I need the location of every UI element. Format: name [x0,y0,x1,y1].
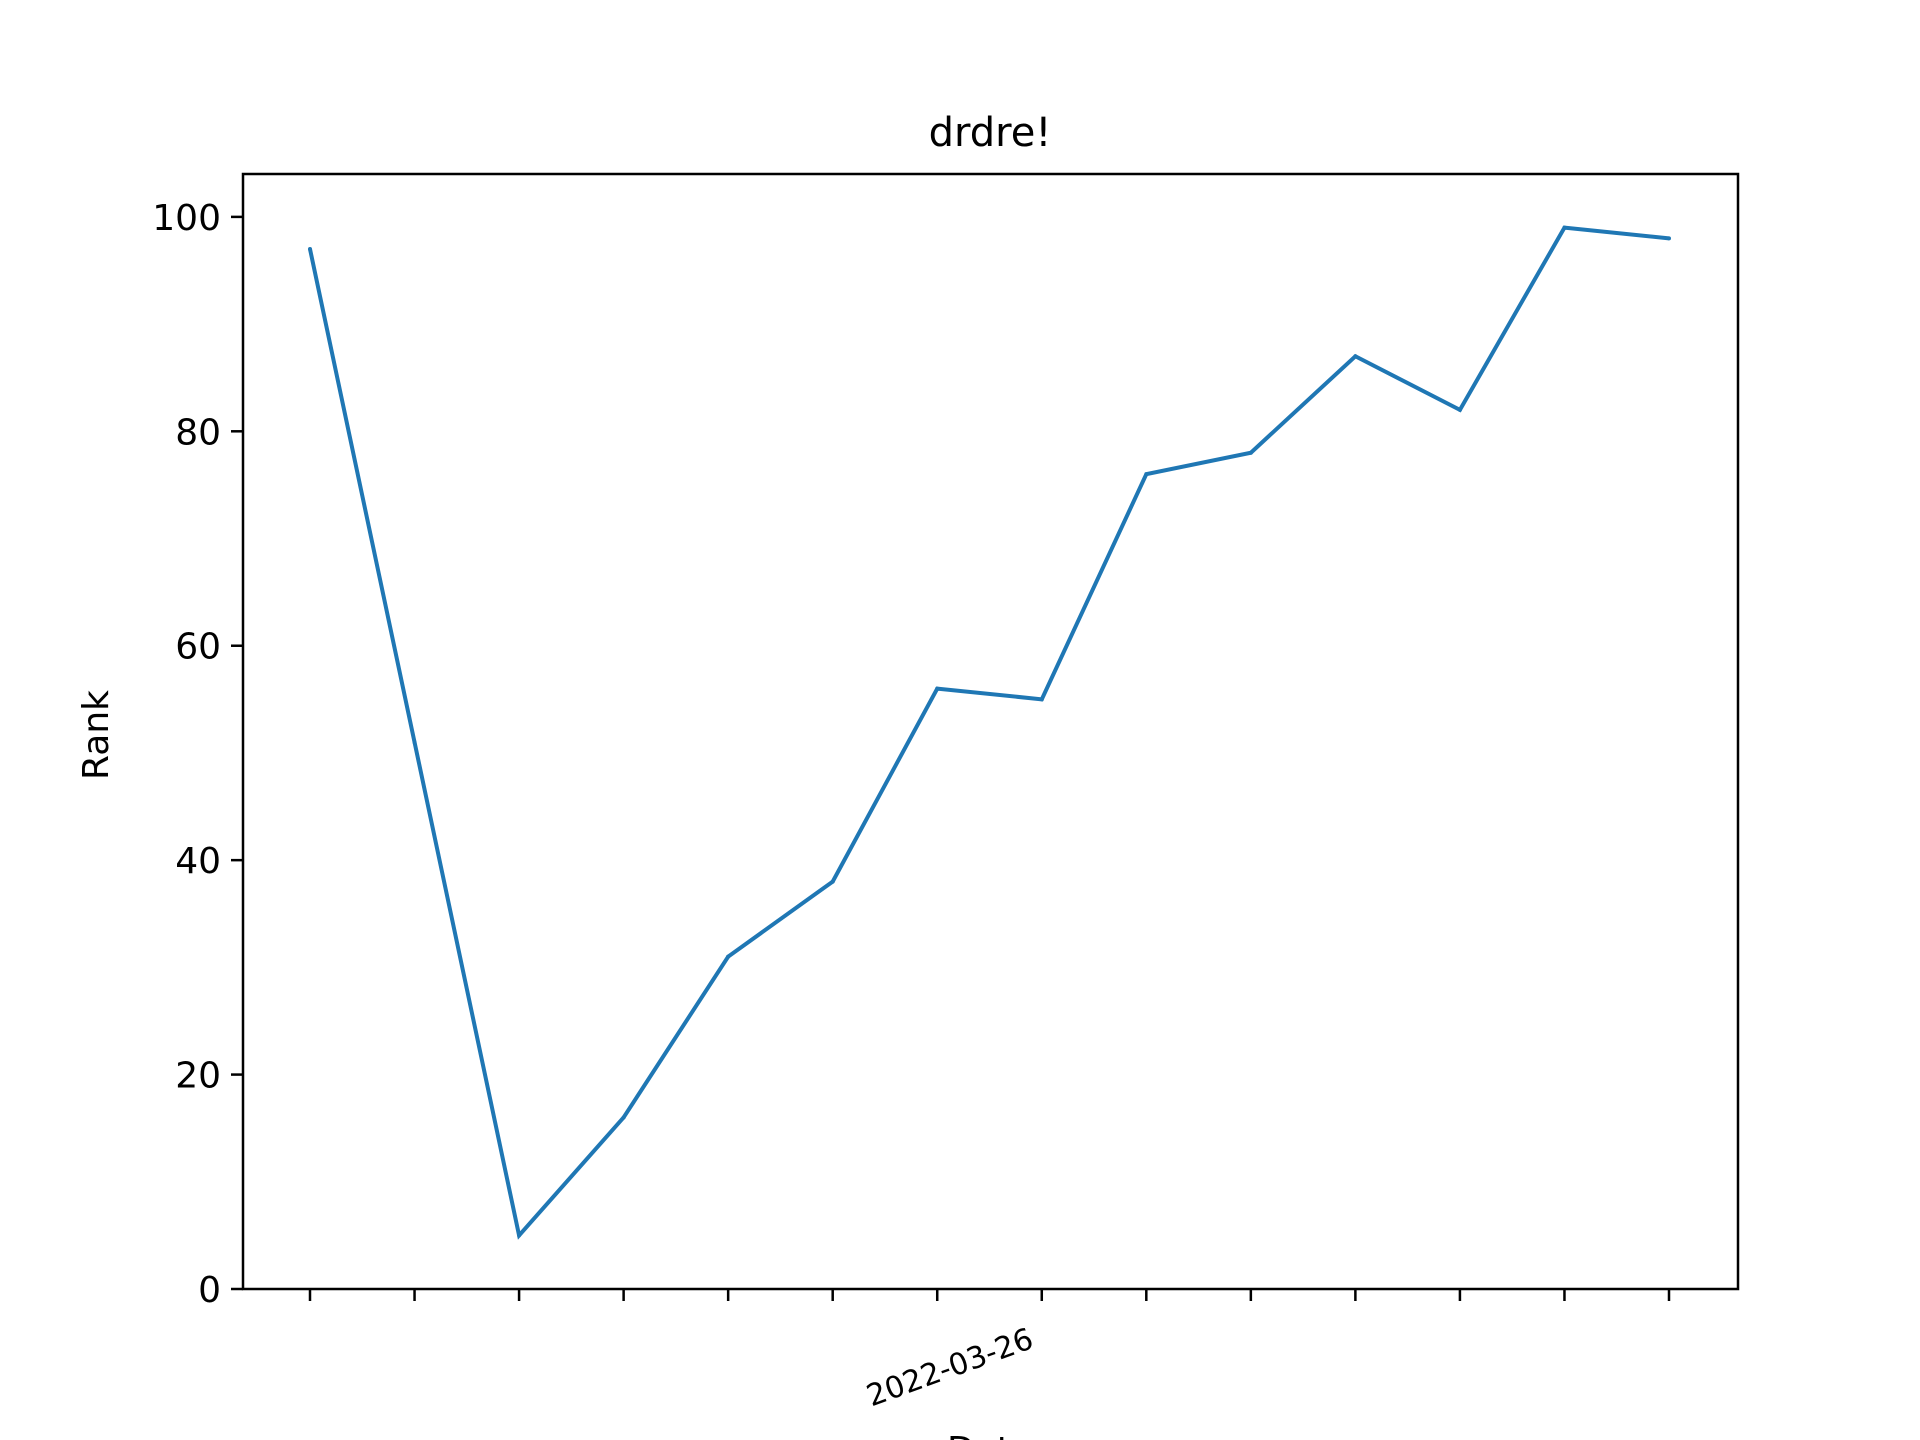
series-line [308,225,1670,1240]
data-point [517,1233,522,1238]
chart-title: drdre! [929,110,1052,156]
data-point [1144,472,1149,477]
data-point [308,247,312,252]
data-point [1562,225,1567,230]
y-axis-ticks: 0 20 40 60 80 100 [152,198,243,1311]
data-point [621,1115,626,1120]
data-point [1667,236,1671,241]
y-axis-label: Rank [76,690,117,780]
y-tick-label: 0 [198,1270,221,1311]
data-point [1353,354,1358,359]
data-point [935,686,940,691]
data-point [830,879,835,884]
data-point [726,954,731,959]
data-point [1248,450,1253,455]
y-tick-label: 20 [175,1056,221,1097]
data-point [1039,697,1044,702]
x-axis-label: Date [947,1430,1033,1440]
plot-area-frame [241,172,1740,1291]
y-tick-label: 60 [175,627,221,668]
data-point [412,740,417,745]
series-layer [308,225,1671,1240]
y-tick-label: 40 [175,841,221,882]
y-tick-label: 100 [152,198,221,239]
data-point [1457,407,1462,412]
y-tick-label: 80 [175,412,221,453]
